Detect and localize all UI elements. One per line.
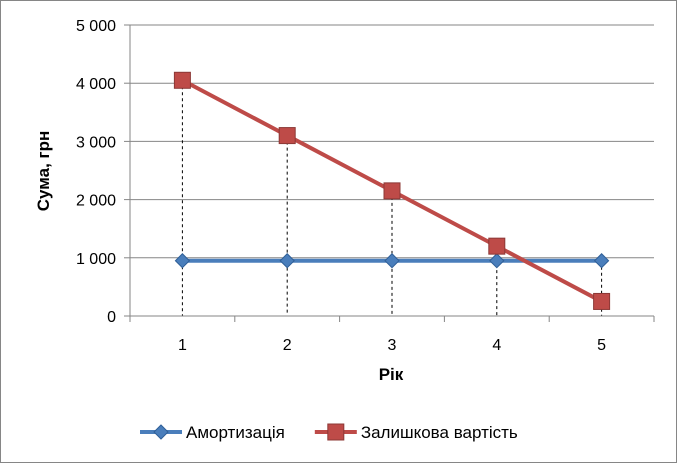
series-1: [174, 253, 610, 269]
series: [173, 71, 611, 310]
legend-item-2: Залишкова вартість: [314, 423, 518, 442]
data-point: [174, 253, 191, 269]
y-axis-title: Сума, грн: [34, 131, 53, 212]
y-tick-label: 3 000: [76, 134, 116, 151]
x-tick-label: 1: [178, 337, 187, 354]
axes: [129, 25, 655, 322]
y-tick-label: 4 000: [76, 76, 116, 93]
data-point: [593, 292, 611, 310]
legend: Амортизація Залишкова вартість: [140, 423, 518, 442]
data-point: [489, 253, 505, 269]
legend-marker: [327, 423, 345, 441]
x-tick-labels: 1 2 3 4 5: [178, 337, 606, 354]
x-tick-label: 3: [388, 337, 397, 354]
y-tick-label: 0: [107, 309, 116, 326]
data-point: [384, 253, 400, 269]
data-point: [278, 127, 296, 145]
x-tick-label: 2: [283, 337, 292, 354]
data-point: [279, 253, 295, 269]
y-tick-label: 5 000: [76, 18, 116, 35]
legend-marker: [153, 424, 169, 440]
x-tick-label: 4: [492, 337, 501, 354]
legend-label: Амортизація: [186, 423, 285, 442]
y-tick-labels: 0 1 000 2 000 3 000 4 000 5 000: [76, 18, 116, 326]
y-tick-label: 2 000: [76, 193, 116, 210]
series-2: [173, 71, 611, 310]
x-axis-title: Рік: [379, 365, 404, 384]
data-point: [383, 182, 401, 200]
data-point: [593, 253, 610, 269]
legend-label: Залишкова вартість: [361, 423, 518, 442]
grid-lines: [124, 24, 654, 317]
data-point: [488, 237, 506, 255]
x-tick-label: 5: [597, 337, 606, 354]
legend-item-1: Амортизація: [140, 423, 285, 442]
y-tick-label: 1 000: [76, 251, 116, 268]
data-point: [173, 71, 191, 89]
